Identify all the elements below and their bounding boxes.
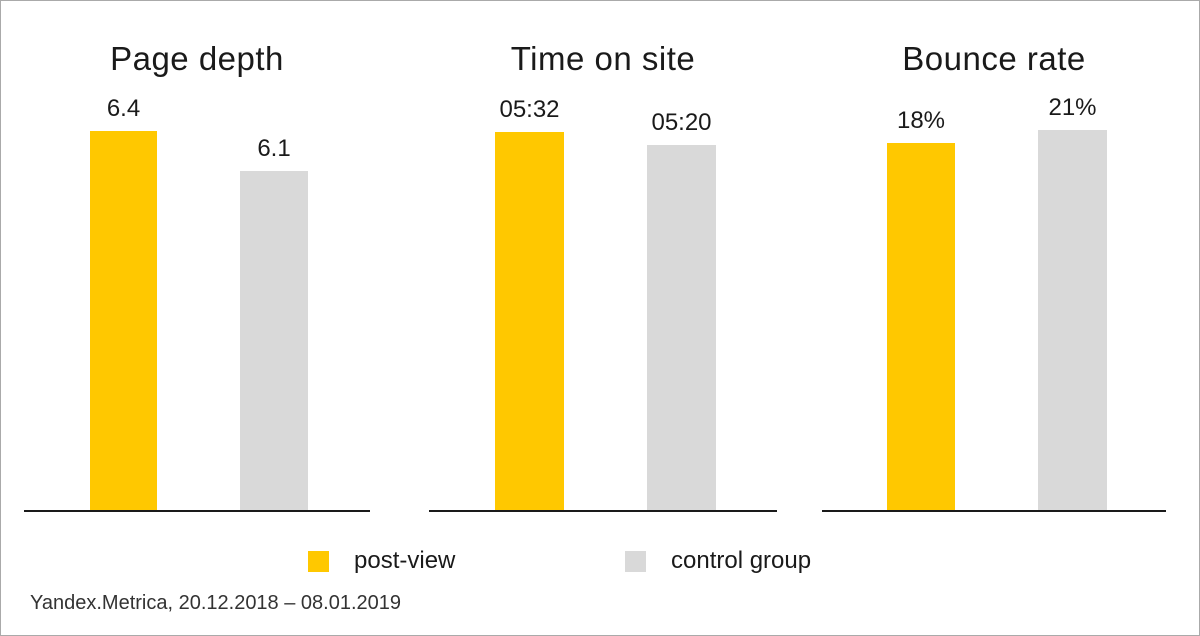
panel-title: Bounce rate <box>902 40 1086 77</box>
legend-swatch-control-group <box>625 550 646 572</box>
legend-swatch-post-view <box>308 550 329 572</box>
bar-group-control-group: 05:20 <box>647 109 716 510</box>
bar-value-label: 18% <box>896 107 946 134</box>
bar-control-group <box>240 171 308 510</box>
bar-post-view <box>887 143 955 510</box>
bar-value-label: 05:32 <box>499 96 560 123</box>
source-note: Yandex.Metrica, 20.12.2018 – 08.01.2019 <box>30 592 402 614</box>
bar-control-group <box>1038 130 1107 510</box>
legend-label: post-view <box>354 547 456 574</box>
chart-panel-time-on-site: Time on site 05:32 05:20 <box>429 40 777 512</box>
bar-group-post-view: 6.4 <box>90 95 157 510</box>
bar-value-label: 6.1 <box>257 135 291 162</box>
bar-post-view <box>90 131 157 510</box>
panel-title: Time on site <box>510 40 696 77</box>
bar-control-group <box>647 145 716 510</box>
legend-label: control group <box>671 547 812 574</box>
bar-value-label: 21% <box>1048 94 1097 121</box>
chart-panel-bounce-rate: Bounce rate 18% 21% <box>822 40 1166 512</box>
panel-title: Page depth <box>110 40 284 77</box>
bar-group-control-group: 6.1 <box>240 135 308 510</box>
bar-group-post-view: 05:32 <box>495 96 564 510</box>
legend-item-post-view: post-view <box>308 547 455 575</box>
bar-group-post-view: 18% <box>887 107 955 510</box>
bar-group-control-group: 21% <box>1038 94 1107 510</box>
bar-value-label: 6.4 <box>106 95 141 122</box>
legend-item-control-group: control group <box>625 547 811 575</box>
chart-panel-page-depth: Page depth 6.4 6.1 <box>24 40 370 512</box>
bar-post-view <box>495 132 564 510</box>
bar-value-label: 05:20 <box>651 109 712 136</box>
